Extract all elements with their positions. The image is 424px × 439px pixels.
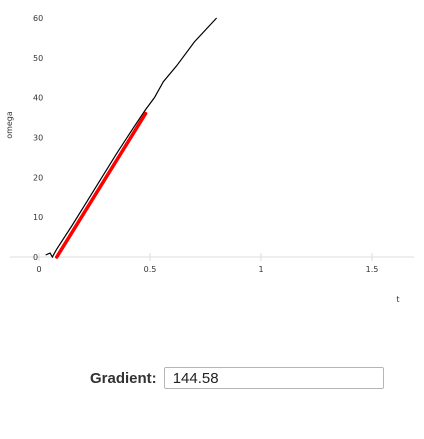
y-tick-label: 0 (33, 253, 38, 262)
x-tick-label: 0 (36, 265, 41, 274)
gradient-row: Gradient: (90, 367, 384, 389)
chart-marks (45, 17, 218, 259)
y-axis-title: omega (5, 111, 14, 139)
chart: 0 0.5 1 1.5 0 10 20 30 40 50 60 omega t (5, 14, 414, 304)
omega-curve (45, 17, 218, 259)
y-tick-label: 60 (33, 14, 43, 23)
chart-axes: 0 0.5 1 1.5 0 10 20 30 40 50 60 (10, 14, 414, 274)
tangent-line (55, 111, 148, 259)
gradient-field[interactable] (163, 367, 384, 389)
gradient-label: Gradient: (90, 369, 157, 387)
x-tick-label: 1 (258, 265, 263, 274)
y-tick-label: 30 (33, 134, 43, 143)
x-tick-label: 0.5 (144, 265, 157, 274)
y-tick-label: 50 (33, 54, 43, 63)
x-tick-label: 1.5 (366, 265, 379, 274)
x-axis-title: t (396, 295, 399, 304)
y-tick-label: 10 (33, 213, 43, 222)
y-tick-label: 20 (33, 173, 43, 182)
y-tick-label: 40 (33, 94, 43, 103)
